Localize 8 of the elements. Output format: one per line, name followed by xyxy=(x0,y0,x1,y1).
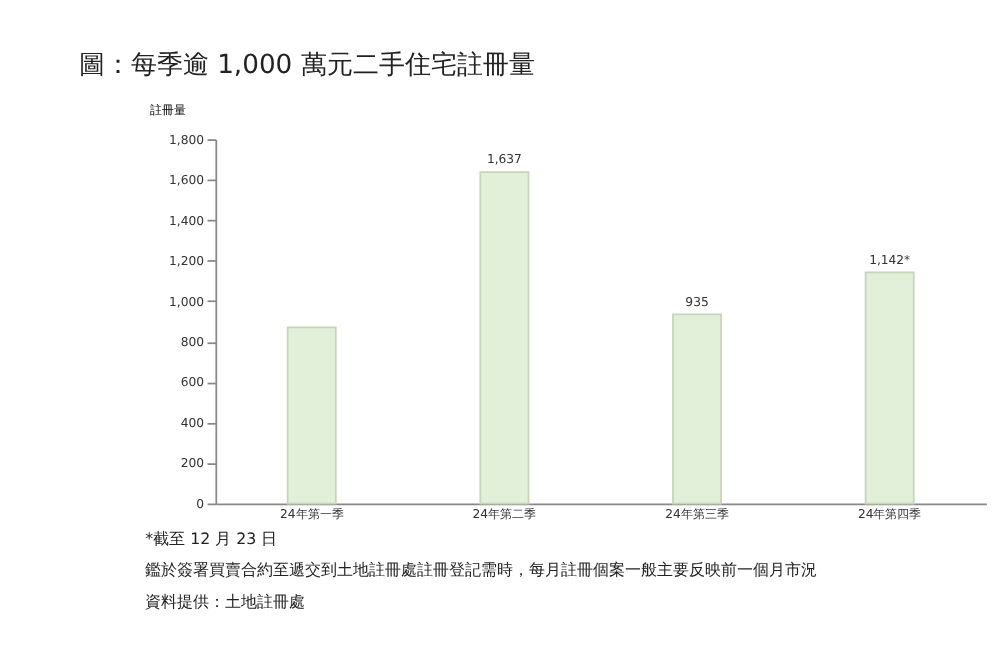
text: 資料提供：土地註冊處 xyxy=(145,592,306,611)
bar xyxy=(479,171,530,505)
bar xyxy=(286,326,337,505)
bar xyxy=(672,313,722,505)
text: *截至 12 月 23 日 xyxy=(145,529,278,548)
bar xyxy=(864,271,915,505)
text: 鑑於簽署買賣合約至遞交到土地註冊處註冊登記需時，每月註冊個案一般主要反映前一個月市況 xyxy=(145,561,818,580)
chart-title: 圖：每季逾 1,000 萬元二手住宅註冊量 xyxy=(78,48,535,81)
